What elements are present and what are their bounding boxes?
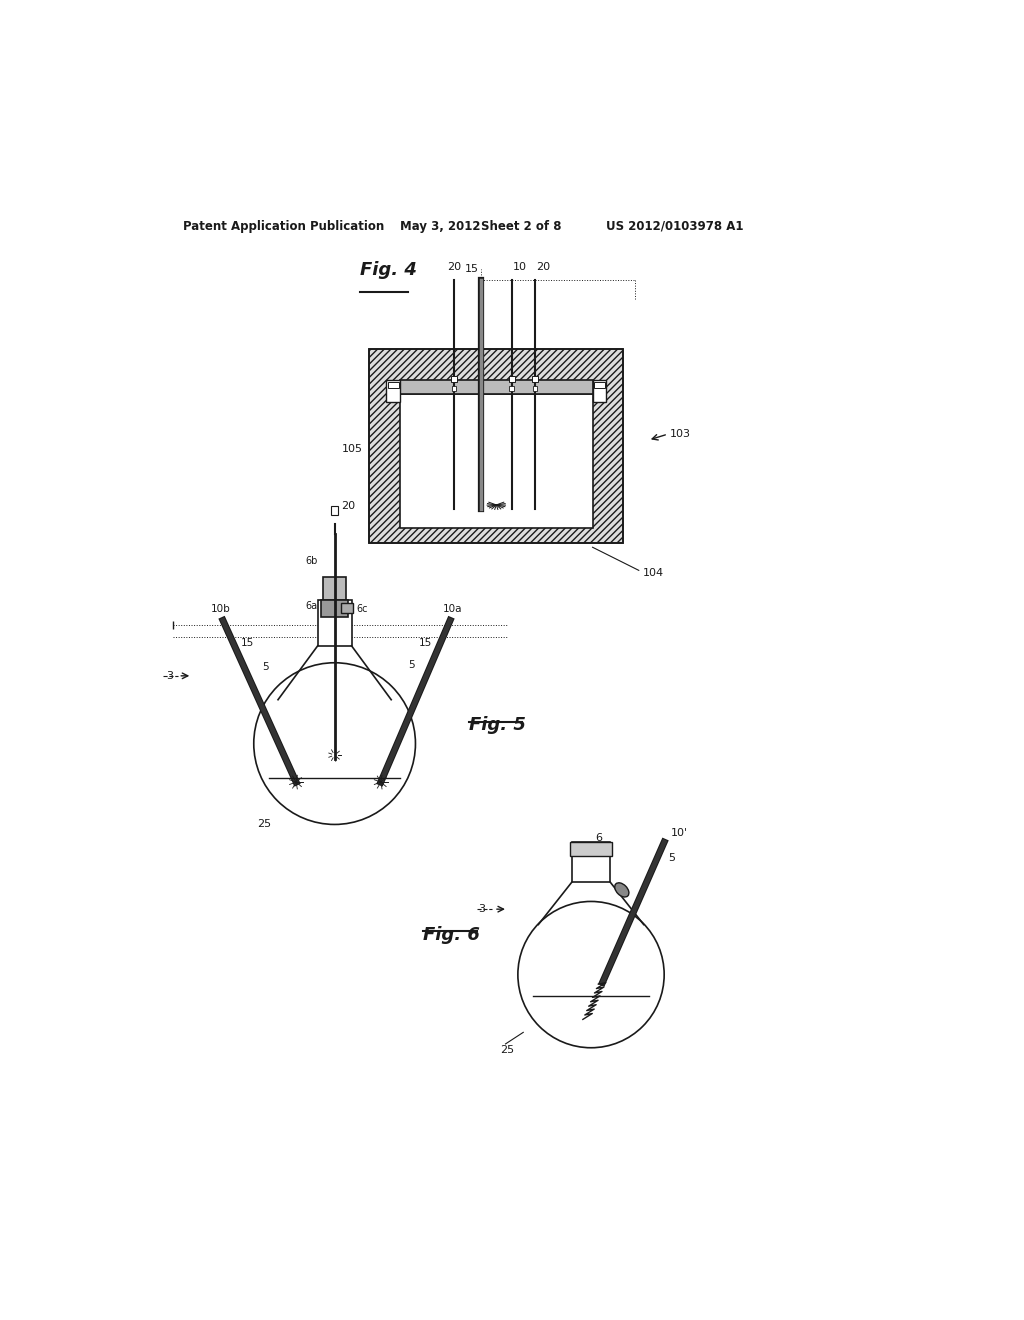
Circle shape [518,902,665,1048]
Text: 10: 10 [513,263,527,272]
Text: 10a: 10a [442,603,462,614]
Circle shape [254,663,416,825]
Text: 10': 10' [671,828,687,838]
Text: Sheet 2 of 8: Sheet 2 of 8 [481,219,561,232]
Bar [388,381,398,388]
Text: 3: 3 [166,671,173,681]
Text: 6c: 6c [356,603,368,614]
Bar [341,603,353,614]
Text: 15: 15 [419,639,432,648]
Text: 6: 6 [595,833,602,843]
Text: Fig. 4: Fig. 4 [360,260,417,279]
Text: May 3, 2012: May 3, 2012 [400,219,480,232]
Bar [452,387,457,391]
Text: 103: 103 [670,429,690,440]
Text: 5: 5 [668,853,675,862]
Bar [593,380,606,401]
Bar [532,387,538,391]
Bar [317,599,351,645]
Ellipse shape [614,883,629,898]
Text: Fig. 5: Fig. 5 [469,717,526,734]
Text: 15: 15 [241,639,254,648]
Text: 105: 105 [342,445,364,454]
Bar [594,381,605,388]
Text: 15: 15 [465,264,478,275]
Text: 25: 25 [500,1045,514,1055]
Bar [331,506,339,515]
Text: 20: 20 [341,500,355,511]
Bar [509,376,515,381]
Bar [400,393,593,528]
Text: 3: 3 [478,904,484,915]
Bar [370,350,624,544]
Text: 20: 20 [537,263,551,272]
Text: 25: 25 [258,820,271,829]
Bar [571,842,610,882]
Bar [400,380,593,395]
Text: 104: 104 [643,568,664,578]
Text: 6a: 6a [305,601,317,611]
Bar [531,376,538,381]
Text: US 2012/0103978 A1: US 2012/0103978 A1 [606,219,743,232]
Bar [386,380,400,401]
Text: 5: 5 [262,661,269,672]
Text: 10b: 10b [211,603,230,614]
Text: Fig. 6: Fig. 6 [423,925,480,944]
Text: 6b: 6b [305,556,317,566]
Text: 5: 5 [408,660,415,671]
Bar [570,842,611,857]
Bar [321,599,348,616]
Text: Patent Application Publication: Patent Application Publication [183,219,384,232]
Text: 20: 20 [446,263,461,272]
Bar [509,387,514,391]
Bar [451,376,457,381]
Bar [370,350,624,544]
Bar [323,577,346,599]
